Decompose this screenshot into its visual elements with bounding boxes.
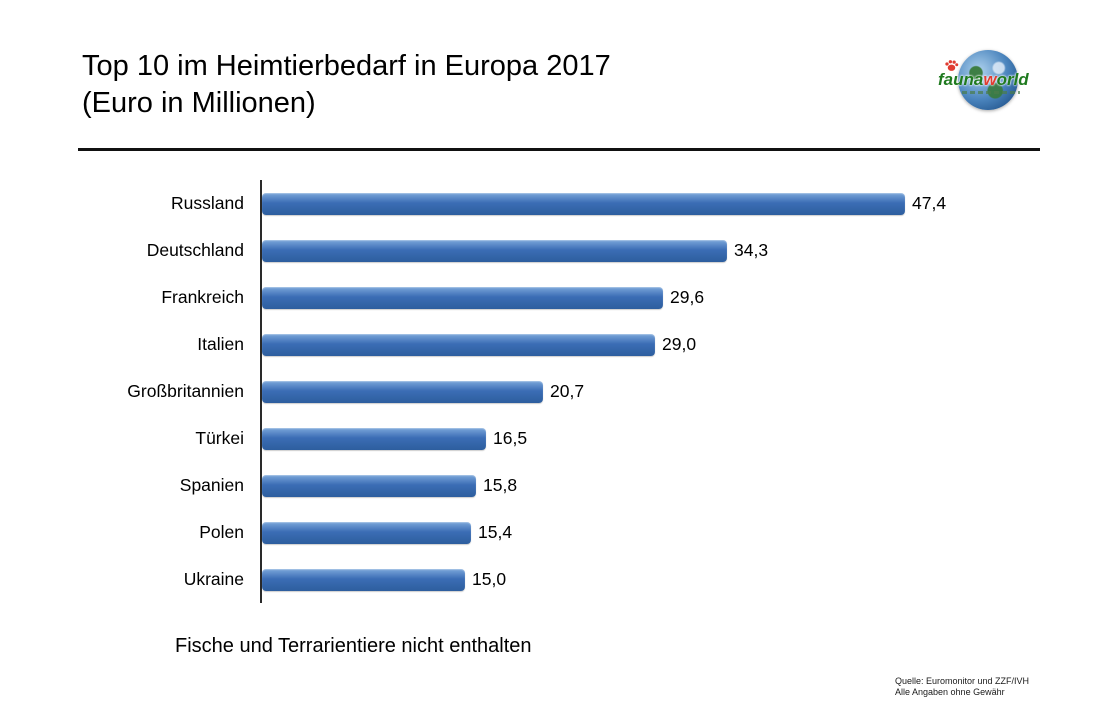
logo-text: faunaworld (938, 70, 1029, 90)
bar-area: 16,5 (260, 415, 1058, 462)
value-label: 16,5 (493, 428, 528, 448)
category-label: Spanien (179, 475, 244, 495)
chart-row: Frankreich 29,6 (78, 274, 1058, 321)
value-label: 20,7 (550, 381, 585, 401)
page-title-line1: Top 10 im Heimtierbedarf in Europa 2017 (82, 50, 611, 82)
bar-area: 15,4 (260, 509, 1058, 556)
chart-row: Deutschland 34,3 (78, 227, 1058, 274)
chart-row: Russland 47,4 (78, 180, 1058, 227)
value-label: 15,0 (472, 569, 507, 589)
faunaworld-logo: faunaworld (928, 48, 1053, 114)
logo-tagline-decoration (962, 91, 1020, 94)
category-label: Polen (199, 522, 244, 542)
logo-text-part2: w (983, 70, 997, 89)
category-label: Russland (171, 193, 244, 213)
bar-area: 20,7 (260, 368, 1058, 415)
paw-icon (945, 60, 959, 71)
page-title: Top 10 im Heimtierbedarf in Europa 2017 … (82, 48, 611, 122)
source-line1: Quelle: Euromonitor und ZZF/IVH (895, 676, 1030, 686)
category-label: Ukraine (183, 569, 244, 589)
bar (262, 333, 655, 356)
value-label: 29,6 (670, 287, 705, 307)
value-label: 15,8 (483, 475, 518, 495)
chart-row: Türkei 16,5 (78, 415, 1058, 462)
bar-area: 34,3 (260, 227, 1058, 274)
bar-area: 29,0 (260, 321, 1058, 368)
value-label: 15,4 (478, 522, 513, 542)
logo-text-part3: orld (996, 70, 1029, 89)
source-line2: Alle Angaben ohne Gewähr (895, 687, 1005, 697)
category-label: Türkei (195, 428, 244, 448)
bar (262, 192, 905, 215)
title-divider (78, 148, 1040, 151)
chart-row: Italien 29,0 (78, 321, 1058, 368)
chart-row: Ukraine 15,0 (78, 556, 1058, 603)
bar (262, 239, 727, 262)
bar (262, 474, 476, 497)
globe-icon (958, 50, 1018, 110)
category-label: Großbritannien (127, 381, 244, 401)
category-label: Deutschland (146, 240, 244, 260)
bar (262, 427, 486, 450)
chart-row: Großbritannien 20,7 (78, 368, 1058, 415)
bar-area: 15,0 (260, 556, 1058, 603)
value-label: 29,0 (662, 334, 697, 354)
chart-footnote: Fische und Terrarientiere nicht enthalte… (175, 635, 532, 657)
bar-area: 47,4 (260, 180, 1058, 227)
chart-row: Spanien 15,8 (78, 462, 1058, 509)
bar (262, 521, 471, 544)
category-label: Frankreich (161, 287, 244, 307)
source-note: Quelle: Euromonitor und ZZF/IVH Alle Ang… (895, 676, 1029, 698)
logo-text-part1: fauna (938, 70, 984, 89)
page-title-line2: (Euro in Millionen) (82, 87, 316, 119)
bar-chart: Russland 47,4 Deutschland 34,3 Frankreich 29,… (78, 180, 1058, 603)
value-label: 47,4 (912, 193, 947, 213)
bar (262, 286, 663, 309)
value-label: 34,3 (734, 240, 769, 260)
bar (262, 380, 543, 403)
chart-row: Polen 15,4 (78, 509, 1058, 556)
bar-area: 15,8 (260, 462, 1058, 509)
bar-area: 29,6 (260, 274, 1058, 321)
bar (262, 568, 465, 591)
category-label: Italien (197, 334, 244, 354)
chart-rows: Russland 47,4 Deutschland 34,3 Frankreich 29,… (78, 180, 1058, 603)
